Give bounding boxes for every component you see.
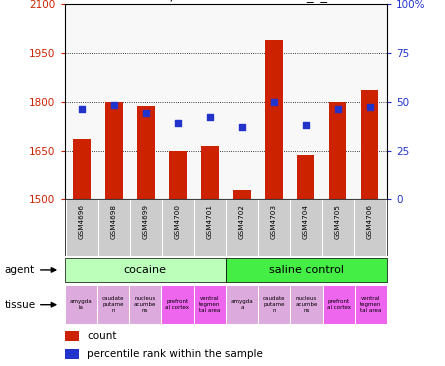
Bar [355,285,387,325]
Bar [201,146,218,199]
Bar [323,285,355,325]
Text: GSM4702: GSM4702 [239,204,245,239]
Point [270,98,277,105]
Text: GSM4704: GSM4704 [303,204,309,239]
Bar [97,285,129,325]
Text: nucleus
acumbe
ns: nucleus acumbe ns [295,296,318,313]
Text: count: count [87,331,117,341]
Text: GSM4698: GSM4698 [111,204,117,239]
Bar [169,151,187,199]
Text: GSM4699: GSM4699 [143,204,149,239]
Bar [65,349,79,359]
Text: GSM4696: GSM4696 [79,204,85,239]
Text: caudate
putame
n: caudate putame n [101,296,124,313]
Bar [226,285,258,325]
Bar [129,285,162,325]
Text: percentile rank within the sample: percentile rank within the sample [87,349,263,359]
Text: amygda
a: amygda a [231,299,253,310]
Bar [137,107,155,199]
Bar [65,258,226,282]
Point [334,107,341,112]
Bar [291,285,323,325]
Point [302,122,309,128]
Text: tissue: tissue [4,300,36,310]
Bar [329,101,346,199]
Title: GDS255 / AF093569mRNA#1_s_at: GDS255 / AF093569mRNA#1_s_at [112,0,340,3]
Text: cocaine: cocaine [124,265,167,275]
Text: nucleus
acumbe
ns: nucleus acumbe ns [134,296,156,313]
Bar [161,285,194,325]
Bar [226,258,387,282]
Bar [65,285,97,325]
Point [78,107,85,112]
Text: prefront
al cortex: prefront al cortex [166,299,190,310]
Text: GSM4703: GSM4703 [271,204,277,239]
Point [366,105,373,111]
Bar [258,285,290,325]
Bar [65,331,79,341]
Bar [265,40,283,199]
Text: saline control: saline control [269,265,344,275]
Text: GSM4705: GSM4705 [335,204,340,239]
Text: ventral
tegmen
tal area: ventral tegmen tal area [360,296,382,313]
Text: ventral
tegmen
tal area: ventral tegmen tal area [199,296,220,313]
Text: agent: agent [4,265,35,275]
Text: amygda
la: amygda la [69,299,92,310]
Point [206,114,214,120]
Text: prefront
al cortex: prefront al cortex [327,299,351,310]
Point [110,102,117,108]
Text: caudate
putame
n: caudate putame n [263,296,286,313]
Point [238,124,245,130]
Bar [194,285,226,325]
Bar [297,156,315,199]
Text: GSM4706: GSM4706 [367,204,372,239]
Bar [105,101,123,199]
Point [174,120,182,126]
Point [142,111,150,116]
Bar [233,190,251,199]
Text: GSM4700: GSM4700 [175,204,181,239]
Text: GSM4701: GSM4701 [207,204,213,239]
Bar [73,139,91,199]
Bar [361,90,378,199]
